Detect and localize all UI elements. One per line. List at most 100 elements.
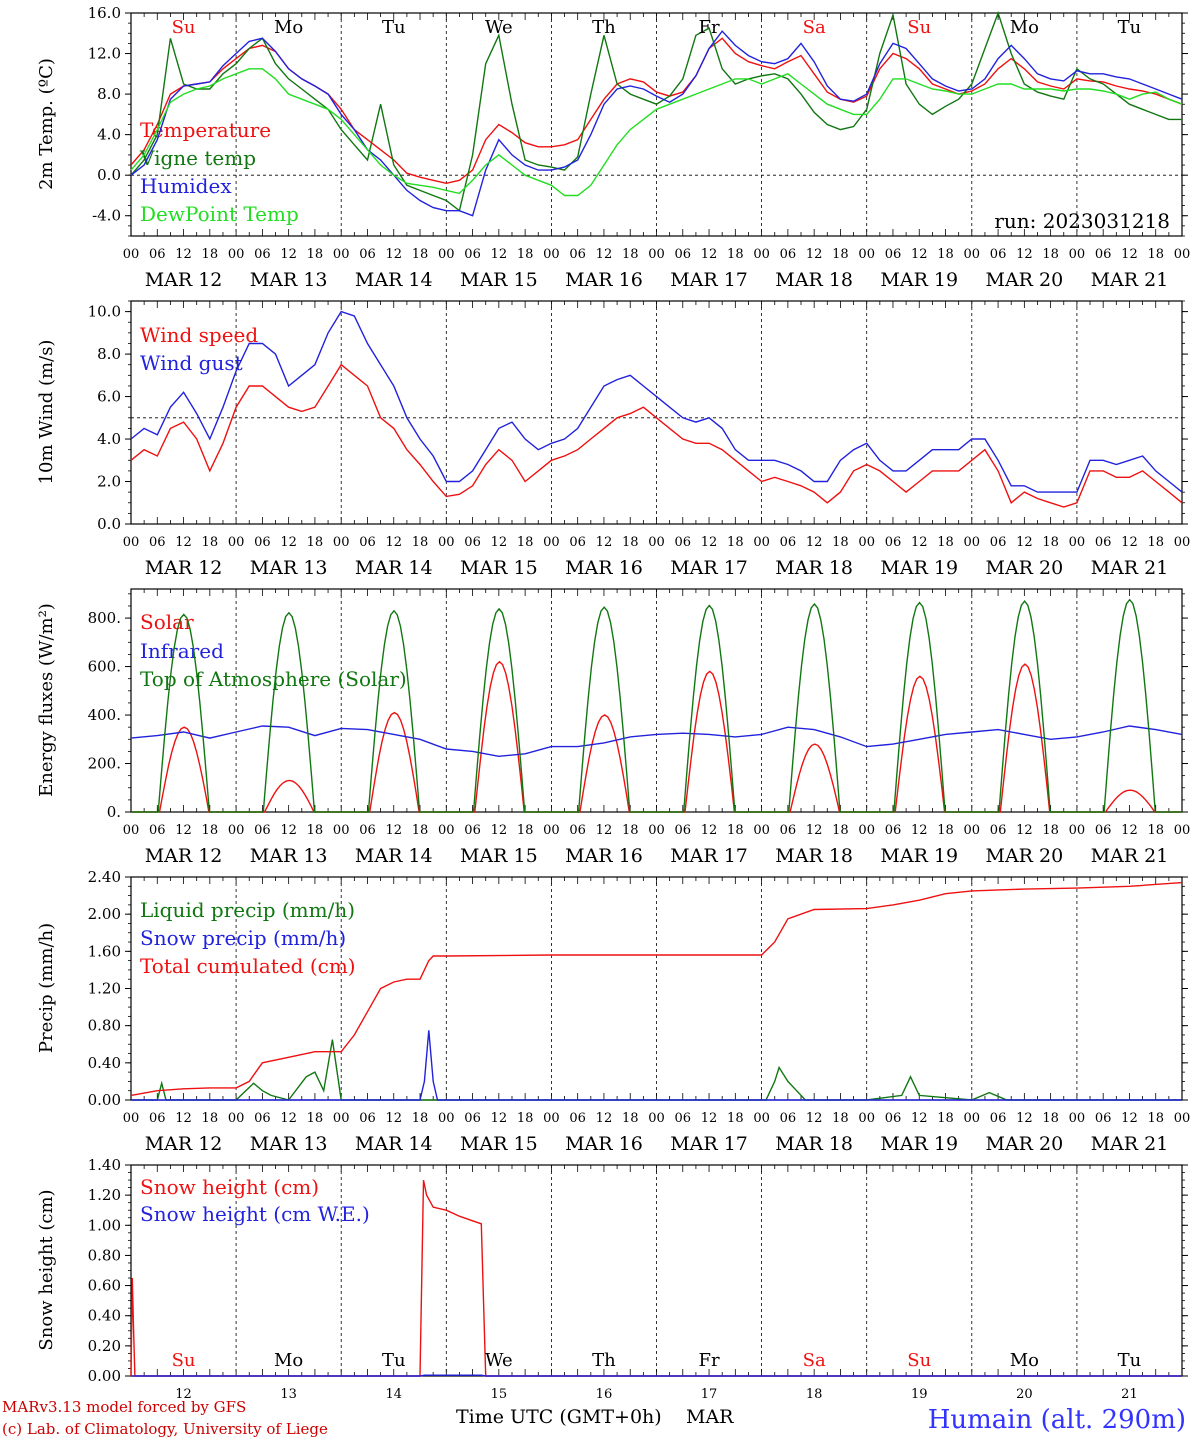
hour-tick-label: 06 [359,823,376,838]
hour-tick-label: 06 [675,823,692,838]
hour-tick-label: 12 [701,535,718,550]
hour-tick-label: 12 [806,1111,823,1126]
series-line-snow-height-cm-w-e [131,1374,1182,1377]
y-tick-label: 1.60 [88,942,121,960]
y-tick-label: 16.0 [88,4,121,22]
date-label: MAR 20 [985,1133,1063,1155]
y-tick-label: -4.0 [92,207,121,225]
hour-tick-label: 18 [412,823,429,838]
hour-tick-label: 00 [123,1111,140,1126]
hour-tick-label: 12 [491,535,508,550]
legend-entry: Liquid precip (mm/h) [140,898,355,922]
hour-tick-label: 18 [1147,535,1164,550]
hour-tick-label: 12 [596,1111,613,1126]
y-tick-label: 0.0 [97,166,121,184]
y-tick-label: 8.0 [97,345,121,363]
hour-tick-label: 12 [175,535,192,550]
y-tick-label: 6.0 [97,388,121,406]
hour-tick-label: 06 [149,1111,166,1126]
hour-tick-label: 18 [202,823,219,838]
hour-tick-label: 12 [385,535,402,550]
date-label: MAR 13 [250,557,328,579]
footer-month: MAR [686,1406,734,1428]
date-number-label: 12 [175,1387,192,1402]
hour-tick-label: 18 [412,535,429,550]
y-tick-label: 12.0 [88,45,121,63]
hour-tick-label: 06 [464,823,481,838]
hour-tick-label: 00 [438,247,455,262]
hour-tick-label: 12 [491,823,508,838]
y-tick-label: 0.60 [88,1277,121,1295]
hour-tick-label: 12 [491,1111,508,1126]
weekday-label: Tu [1118,1350,1142,1371]
date-label: MAR 15 [460,557,538,579]
hour-tick-label: 18 [1147,247,1164,262]
hour-tick-label: 18 [937,823,954,838]
y-tick-label: 0.00 [88,1367,121,1385]
hour-tick-label: 06 [464,247,481,262]
hour-tick-label: 06 [464,1111,481,1126]
date-label: MAR 16 [565,269,643,291]
y-axis-label: Snow height (cm) [36,1189,57,1350]
hour-tick-label: 06 [254,823,271,838]
weekday-label: Sa [803,17,826,38]
hour-tick-label: 06 [675,1111,692,1126]
footer-lab-line: (c) Lab. of Climatology, University of L… [2,1420,328,1438]
hour-tick-label: 06 [885,535,902,550]
hour-tick-label: 06 [885,1111,902,1126]
weekday-label: Su [907,17,931,38]
hour-tick-label: 18 [307,1111,324,1126]
hour-tick-label: 00 [648,823,665,838]
wind-panel: 0.0 2.0 4.0 6.0 8.0 10.0 10m Wind (m/s) Wind sp… [36,300,1190,579]
date-number-label: 14 [385,1387,402,1402]
date-label: MAR 20 [985,845,1063,867]
date-number-label: 18 [806,1387,823,1402]
date-number-label: 13 [280,1387,297,1402]
date-label: MAR 19 [880,1133,958,1155]
series-line-snow-height-cm [130,1179,1182,1377]
hour-tick-label: 06 [675,535,692,550]
precip-panel: 0.00 0.40 0.80 1.20 1.60 2.00 2.40 Precip (mm/h… [36,868,1190,1155]
hour-tick-label: 18 [307,247,324,262]
date-number-label: 17 [701,1387,718,1402]
footer-station: Humain (alt. 290m) [928,1405,1186,1435]
weekday-label: Su [172,17,196,38]
hour-tick-label: 12 [806,535,823,550]
date-label: MAR 13 [250,269,328,291]
date-number-label: 16 [596,1387,613,1402]
date-label: MAR 17 [670,557,748,579]
hour-tick-label: 18 [1042,247,1059,262]
date-label: MAR 14 [355,845,433,867]
date-label: MAR 17 [670,1133,748,1155]
hour-tick-label: 06 [780,247,797,262]
date-label: MAR 19 [880,269,958,291]
hour-tick-label: 00 [858,247,875,262]
series-line-snow-precip-mm-h [131,1030,1182,1101]
hour-tick-label: 12 [385,1111,402,1126]
hour-tick-label: 18 [517,247,534,262]
hour-tick-label: 12 [911,823,928,838]
legend-entry: Temperature [140,118,271,142]
hour-tick-label: 00 [753,823,770,838]
hour-tick-label: 06 [990,1111,1007,1126]
y-tick-label: 0.80 [88,1017,121,1035]
hour-tick-label: 12 [175,247,192,262]
hour-tick-label: 00 [438,823,455,838]
hour-tick-label: 00 [333,535,350,550]
date-label: MAR 20 [985,557,1063,579]
hour-tick-label: 00 [228,1111,245,1126]
y-tick-label: 1.40 [88,1156,121,1174]
hour-tick-label: 12 [1121,1111,1138,1126]
date-label: MAR 20 [985,269,1063,291]
hour-tick-label: 00 [1069,535,1086,550]
weekday-label: Th [592,1350,616,1371]
hour-tick-label: 00 [648,1111,665,1126]
hour-tick-label: 12 [806,823,823,838]
date-number-label: 15 [491,1387,508,1402]
y-tick-label: 2.0 [97,473,121,491]
hour-tick-label: 06 [569,823,586,838]
date-label: MAR 21 [1091,1133,1169,1155]
date-label: MAR 19 [880,845,958,867]
hour-tick-label: 06 [990,823,1007,838]
